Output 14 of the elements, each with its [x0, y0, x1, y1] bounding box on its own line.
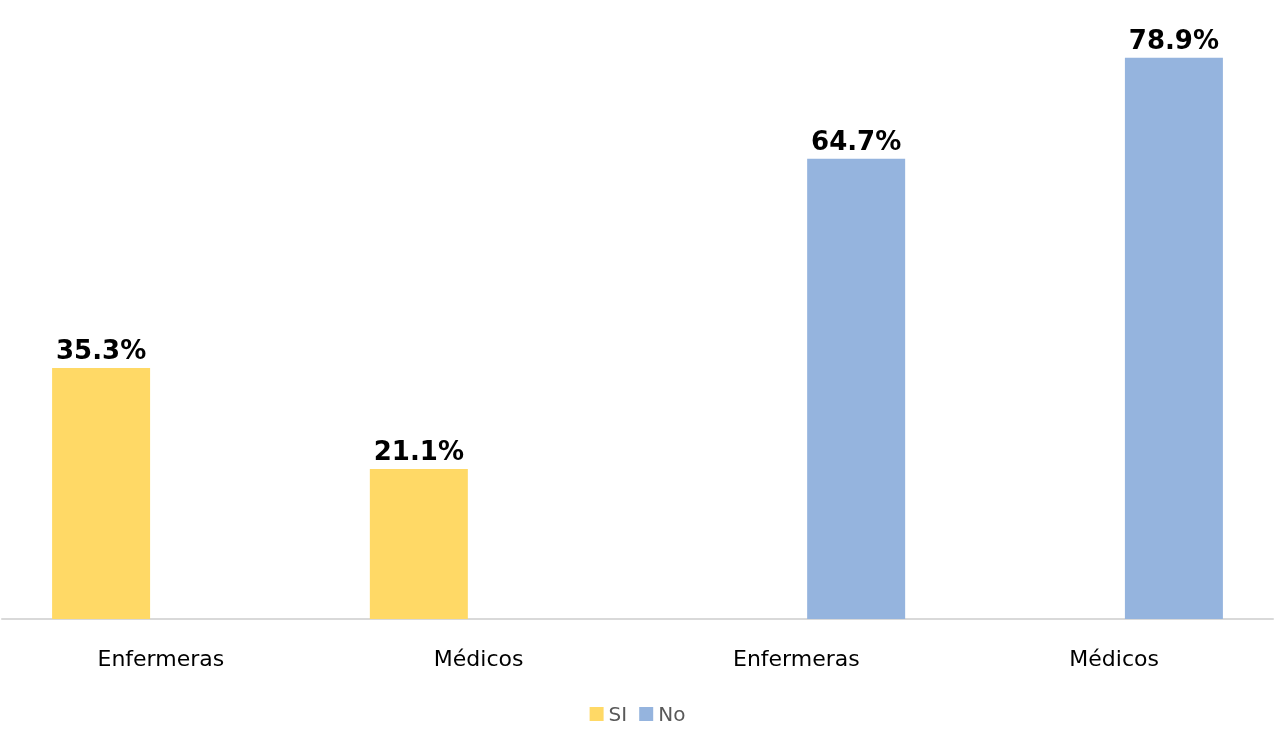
- data-label: 78.9%: [1128, 24, 1220, 55]
- bar: [1124, 57, 1223, 619]
- x-tick-label: Enfermeras: [97, 645, 225, 671]
- legend-label: SI: [608, 702, 628, 726]
- x-tick-label: Médicos: [1069, 645, 1159, 671]
- data-label: 64.7%: [811, 125, 902, 156]
- data-label: 21.1%: [373, 435, 464, 466]
- x-tick-label: Enfermeras: [733, 645, 860, 671]
- bar: [52, 367, 151, 619]
- x-tick-label: Médicos: [433, 645, 524, 671]
- data-label: 35.3%: [55, 334, 147, 365]
- legend-label: No: [658, 702, 686, 726]
- bar: [369, 468, 468, 619]
- bar: [807, 158, 906, 619]
